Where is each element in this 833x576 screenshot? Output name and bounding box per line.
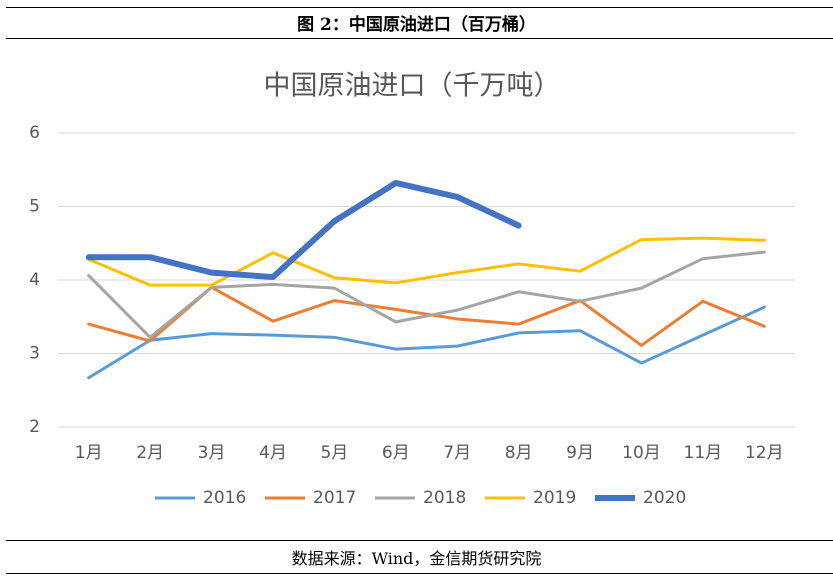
legend-label: 2018	[423, 488, 466, 508]
series-line	[85, 179, 522, 281]
x-tick-label: 1月	[75, 443, 103, 463]
y-tick-label: 3	[29, 344, 40, 364]
x-tick-label: 3月	[198, 443, 226, 463]
x-tick-label: 12月	[745, 443, 784, 463]
rule	[6, 7, 833, 8]
source-note: 数据来源：Wind，金信期货研究院	[291, 549, 542, 568]
y-tick-label: 4	[29, 270, 40, 290]
legend-label: 2019	[533, 488, 576, 508]
y-tick-label: 5	[29, 197, 40, 217]
rule	[6, 573, 833, 574]
rule	[6, 38, 833, 39]
x-tick-label: 8月	[505, 443, 533, 463]
x-tick-label: 6月	[382, 443, 410, 463]
figure-caption: 图 2：中国原油进口（百万桶）	[297, 15, 536, 35]
series-line	[87, 305, 766, 380]
y-tick-label: 6	[29, 123, 40, 143]
x-tick-label: 2月	[136, 443, 164, 463]
legend-label: 2020	[643, 488, 686, 508]
series-line	[87, 250, 766, 339]
x-tick-label: 9月	[566, 443, 594, 463]
x-tick-label: 4月	[259, 443, 287, 463]
x-tick-label: 10月	[622, 443, 661, 463]
x-tick-label: 11月	[684, 443, 723, 463]
legend-label: 2016	[203, 488, 246, 508]
y-tick-label: 2	[29, 417, 40, 437]
x-tick-label: 5月	[320, 443, 348, 463]
series-line	[87, 236, 766, 287]
x-tick-label: 7月	[443, 443, 471, 463]
legend-label: 2017	[313, 488, 356, 508]
chart-title: 中国原油进口（千万吨）	[264, 71, 561, 102]
rule	[6, 540, 833, 541]
